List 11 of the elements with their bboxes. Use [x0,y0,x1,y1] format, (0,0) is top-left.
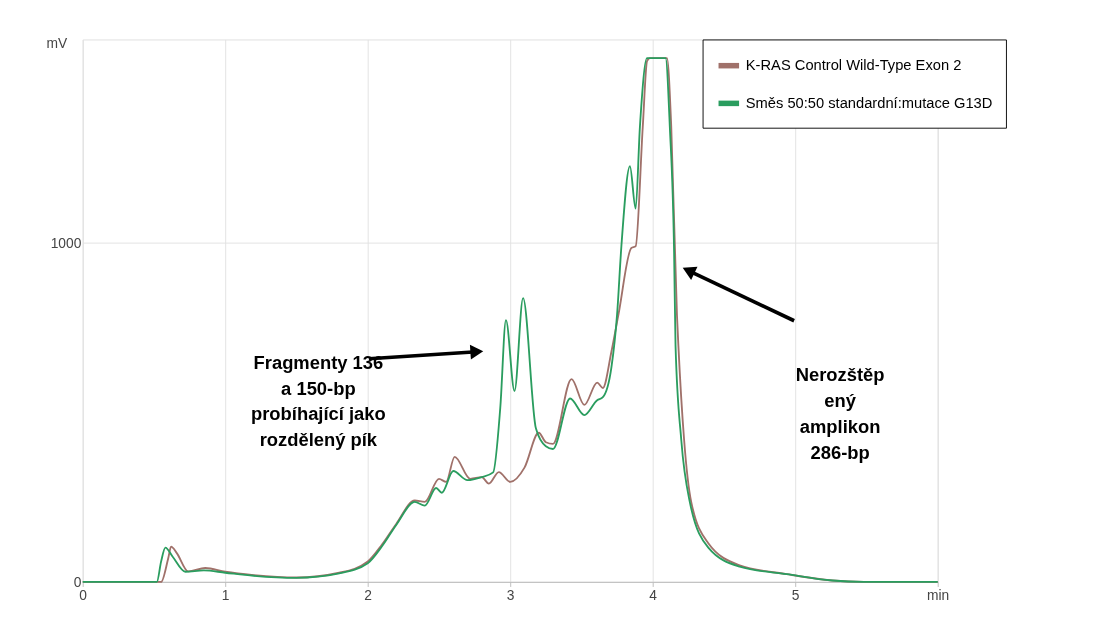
x-tick-label: 5 [791,587,800,603]
x-tick-label: 3 [506,587,515,603]
x-tick-label: 2 [364,587,373,603]
y-tick-label: 1000 [50,235,82,251]
annotation: Nerozštěp ený amplikon 286-bp [795,364,885,463]
y-axis-title: mV [46,36,68,52]
x-tick-label: 1 [221,587,230,603]
legend-label: K-RAS Control Wild-Type Exon 2 [745,57,962,74]
legend-label: Směs 50:50 standardní:mutace G13D [745,94,993,111]
x-tick-label: min [927,587,950,603]
x-tick-label: 4 [649,587,658,603]
